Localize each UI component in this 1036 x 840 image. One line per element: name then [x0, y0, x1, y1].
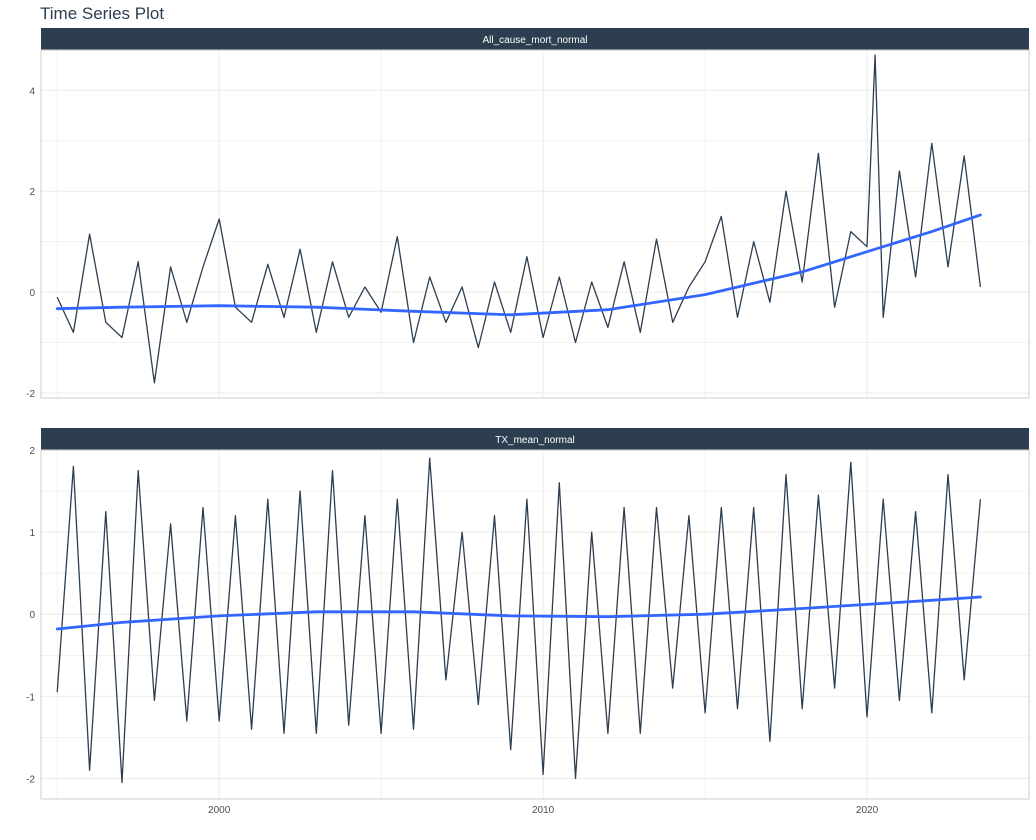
y-tick-label: 1 [29, 528, 35, 539]
y-tick-label: -2 [26, 389, 35, 400]
y-tick-label: -1 [26, 692, 35, 703]
y-tick-label: -2 [26, 774, 35, 785]
series-line [56, 54, 982, 384]
x-tick-label: 2010 [532, 805, 555, 816]
panel-border [40, 49, 1030, 399]
facet-strip [41, 428, 1029, 450]
x-tick-label: 2020 [856, 805, 879, 816]
y-tick-label: 4 [29, 86, 35, 97]
series-line [56, 457, 982, 784]
facet-strip [41, 28, 1029, 50]
page-title: Time Series Plot [40, 4, 165, 23]
trend-line [55, 595, 982, 631]
trend-line [55, 213, 982, 317]
y-tick-label: 2 [29, 187, 35, 198]
facet-strip-label: TX_mean_normal [495, 435, 574, 446]
y-tick-label: 0 [29, 288, 35, 299]
facet-panel-temperature: TX_mean_normal -2 -1 0 1 2 2000 2010 2020 [26, 428, 1030, 816]
facet-panel-mortality: All_cause_mort_normal -2 0 2 4 [26, 28, 1030, 400]
x-tick-label: 2000 [208, 805, 231, 816]
y-tick-label: 0 [29, 610, 35, 621]
panel-border [40, 449, 1030, 800]
y-tick-label: 2 [29, 446, 35, 457]
facet-strip-label: All_cause_mort_normal [482, 35, 587, 46]
